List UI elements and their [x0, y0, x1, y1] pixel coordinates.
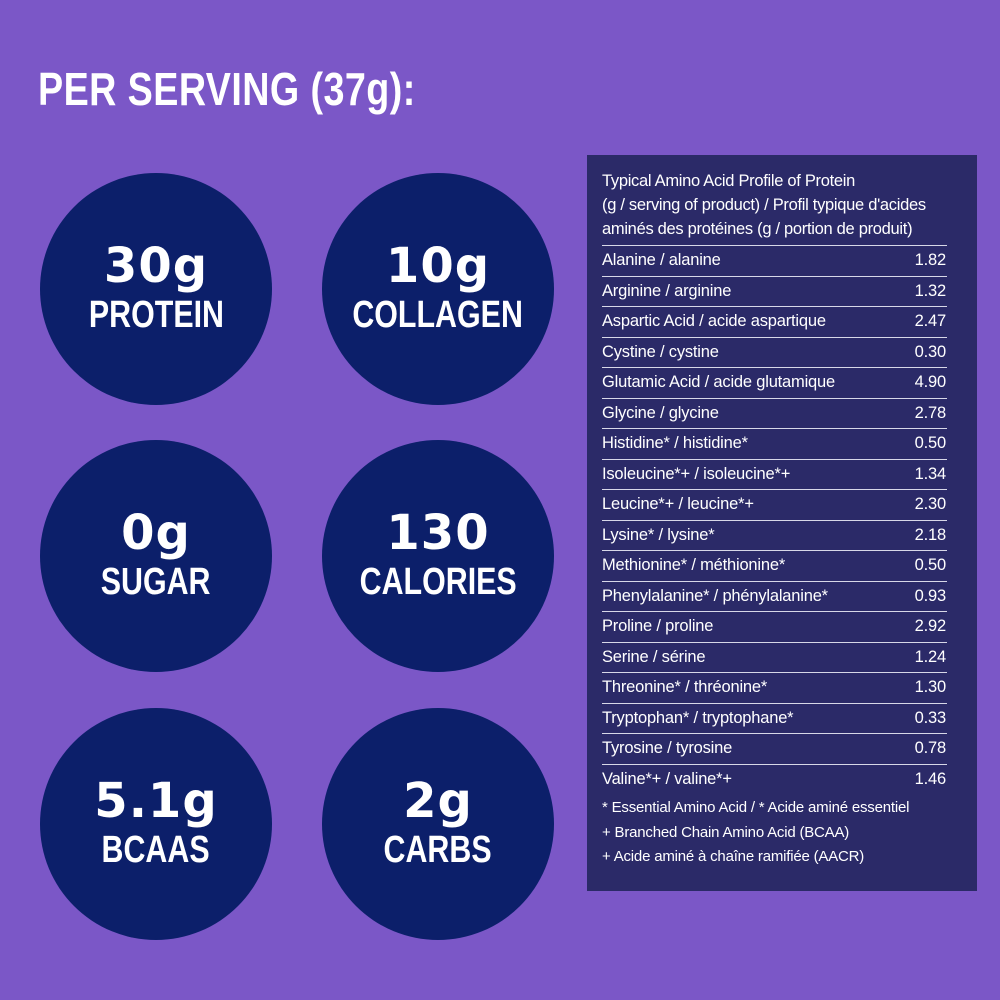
amino-acid-panel: Typical Amino Acid Profile of Protein (g… [587, 155, 977, 891]
table-row: Valine*+ / valine*+ 1.46 [602, 765, 947, 795]
table-row: Aspartic Acid / acide aspartique 2.47 [602, 307, 947, 338]
footnotes: * Essential Amino Acid / * Acide aminé e… [602, 796, 963, 870]
amino-name: Glycine / glycine [602, 403, 719, 422]
stat-value: 0g [121, 505, 191, 561]
table-row: Isoleucine*+ / isoleucine*+ 1.34 [602, 460, 947, 490]
table-row: Methionine* / méthionine* 0.50 [602, 551, 947, 582]
table-row: Phenylalanine* / phénylalanine* 0.93 [602, 582, 947, 612]
amino-name: Cystine / cystine [602, 342, 719, 361]
stat-value: 5.1g [94, 773, 218, 829]
amino-name: Histidine* / histidine* [602, 434, 748, 453]
stat-circle-collagen: 10g COLLAGEN [322, 173, 554, 405]
table-row: Cystine / cystine 0.30 [602, 338, 947, 368]
table-row: Serine / sérine 1.24 [602, 643, 947, 673]
table-row: Glycine / glycine 2.78 [602, 399, 947, 429]
stat-circle-bcaas: 5.1g BCAAS [40, 708, 272, 940]
stat-circle-protein: 30g PROTEIN [40, 173, 272, 405]
amino-name: Lysine* / lysine* [602, 525, 715, 544]
stat-label: CALORIES [359, 561, 517, 603]
stat-value: 130 [386, 505, 490, 561]
amino-value: 1.32 [914, 281, 947, 300]
amino-name: Methionine* / méthionine* [602, 556, 786, 575]
stat-label: CARBS [383, 829, 493, 871]
stat-value: 10g [385, 238, 491, 294]
amino-name: Aspartic Acid / acide aspartique [602, 312, 826, 331]
amino-name: Phenylalanine* / phénylalanine* [602, 586, 828, 605]
table-row: Histidine* / histidine* 0.50 [602, 429, 947, 460]
table-row: Arginine / arginine 1.32 [602, 277, 947, 307]
page-title: PER SERVING (37g): [38, 63, 416, 115]
amino-value: 1.82 [914, 251, 947, 270]
amino-value: 1.30 [914, 678, 947, 697]
amino-name: Tryptophan* / tryptophane* [602, 708, 794, 727]
table-row: Tryptophan* / tryptophane* 0.33 [602, 704, 947, 734]
stat-circle-calories: 130 CALORIES [322, 440, 554, 672]
amino-name: Proline / proline [602, 617, 714, 636]
amino-table-title: Typical Amino Acid Profile of Protein (g… [602, 169, 963, 241]
amino-value: 0.30 [914, 342, 947, 361]
amino-name: Tyrosine / tyrosine [602, 739, 733, 758]
table-row: Leucine*+ / leucine*+ 2.30 [602, 490, 947, 521]
amino-value: 2.18 [914, 525, 947, 544]
amino-name: Leucine*+ / leucine*+ [602, 495, 754, 514]
stat-label: BCAAS [101, 829, 211, 871]
amino-table: Alanine / alanine 1.82 Arginine / arginin… [602, 245, 947, 794]
amino-value: 4.90 [914, 373, 947, 392]
footnote: + Branched Chain Amino Acid (BCAA) [602, 823, 850, 841]
table-row: Alanine / alanine 1.82 [602, 246, 947, 277]
amino-name: Valine*+ / valine*+ [602, 769, 732, 788]
amino-value: 0.50 [914, 556, 947, 575]
stat-value: 30g [103, 238, 209, 294]
table-row: Glutamic Acid / acide glutamique 4.90 [602, 368, 947, 399]
table-row: Threonine* / thréonine* 1.30 [602, 673, 947, 704]
amino-name: Alanine / alanine [602, 251, 721, 270]
amino-value: 1.34 [914, 464, 947, 483]
amino-value: 0.33 [914, 708, 947, 727]
amino-value: 0.93 [914, 586, 947, 605]
amino-value: 1.24 [914, 647, 947, 666]
amino-table-title-line: Typical Amino Acid Profile of Protein [602, 172, 856, 190]
amino-name: Glutamic Acid / acide glutamique [602, 373, 835, 392]
table-row: Proline / proline 2.92 [602, 612, 947, 643]
stat-circle-sugar: 0g SUGAR [40, 440, 272, 672]
amino-value: 2.47 [914, 312, 947, 331]
amino-value: 1.46 [914, 769, 947, 788]
footnote: * Essential Amino Acid / * Acide aminé e… [602, 799, 910, 816]
stat-label: PROTEIN [88, 294, 224, 336]
table-row: Lysine* / lysine* 2.18 [602, 521, 947, 551]
stat-circle-carbs: 2g CARBS [322, 708, 554, 940]
amino-name: Threonine* / thréonine* [602, 678, 768, 697]
amino-name: Serine / sérine [602, 647, 706, 666]
amino-value: 2.30 [914, 495, 947, 514]
stat-value: 2g [403, 773, 473, 829]
amino-table-title-line: (g / serving of product) / Profil typiqu… [602, 196, 926, 214]
amino-value: 0.50 [914, 434, 947, 453]
amino-table-title-line: aminés des protéines (g / portion de pro… [602, 220, 913, 238]
stat-label: COLLAGEN [352, 294, 524, 336]
amino-name: Isoleucine*+ / isoleucine*+ [602, 464, 791, 483]
amino-value: 0.78 [914, 739, 947, 758]
amino-name: Arginine / arginine [602, 281, 732, 300]
amino-value: 2.78 [914, 403, 947, 422]
table-row: Tyrosine / tyrosine 0.78 [602, 734, 947, 765]
stat-label: SUGAR [101, 561, 211, 603]
amino-value: 2.92 [914, 617, 947, 636]
footnote: + Acide aminé à chaîne ramifiée (AACR) [602, 848, 865, 865]
